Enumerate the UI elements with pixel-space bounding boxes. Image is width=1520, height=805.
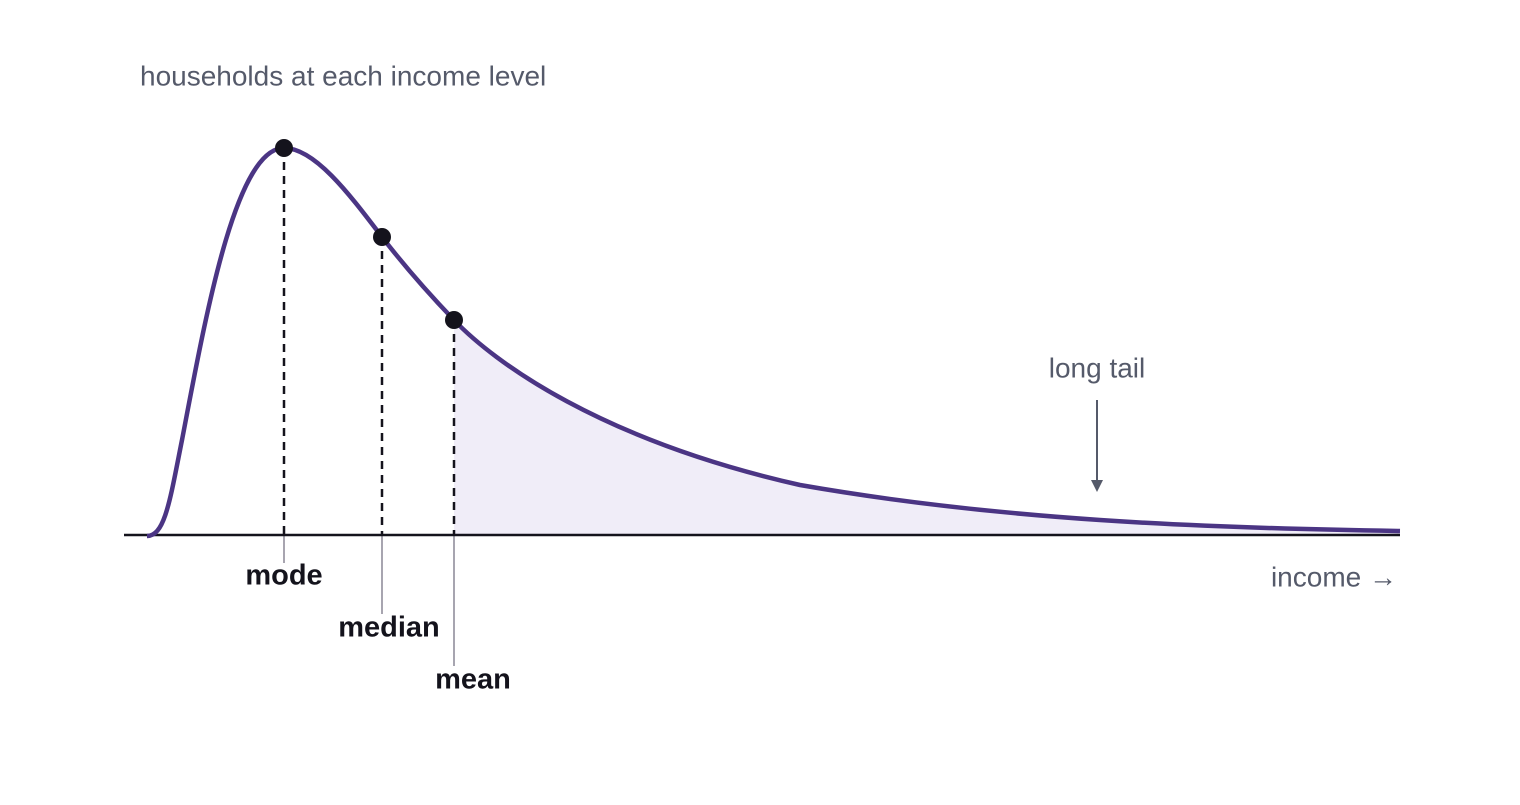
title: households at each income level (140, 60, 546, 91)
tail-annotation: long tail (1049, 352, 1146, 383)
mode-point (275, 139, 293, 157)
x-axis-label: income → (1271, 561, 1397, 592)
mode-label: mode (245, 560, 322, 592)
tail-arrowhead (1091, 480, 1103, 492)
distribution-curve (146, 145, 1401, 539)
tail-area (454, 320, 1400, 535)
median-label: median (338, 612, 440, 644)
median-point (373, 228, 391, 246)
mean-point (445, 311, 463, 329)
mean-label: mean (435, 664, 511, 696)
